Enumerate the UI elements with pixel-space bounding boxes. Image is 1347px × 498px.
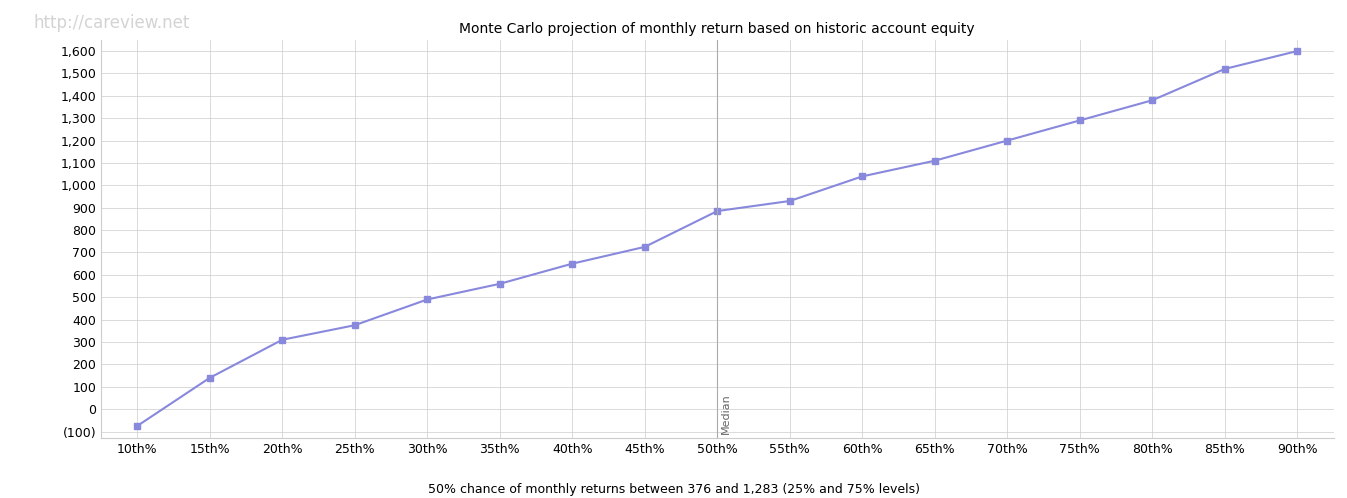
Text: http://careview.net: http://careview.net [34,14,190,32]
Text: 50% chance of monthly returns between 376 and 1,283 (25% and 75% levels): 50% chance of monthly returns between 37… [427,483,920,496]
Text: Median: Median [721,393,731,434]
Title: Monte Carlo projection of monthly return based on historic account equity: Monte Carlo projection of monthly return… [459,22,975,36]
